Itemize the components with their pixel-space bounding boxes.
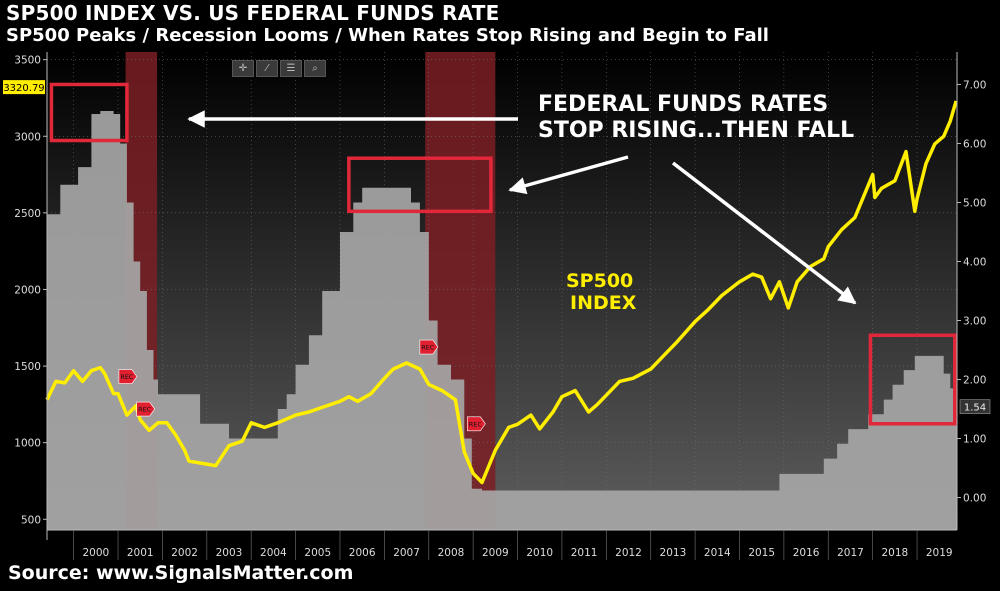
annotation-arrow bbox=[508, 155, 629, 195]
y-right-tick-label: 7.00 bbox=[963, 79, 986, 91]
x-tick-label: 2005 bbox=[304, 547, 331, 559]
x-tick-label: 2015 bbox=[748, 547, 775, 559]
highlight-box bbox=[347, 156, 493, 214]
x-tick-label: 2012 bbox=[615, 547, 642, 559]
crosshair-icon[interactable]: ✛ bbox=[232, 60, 254, 77]
y-right-tick-label: 2.00 bbox=[963, 375, 986, 387]
x-tick-label: 2018 bbox=[881, 547, 908, 559]
y-left-tick-label: 3500 bbox=[14, 55, 41, 67]
x-tick-label: 2008 bbox=[438, 547, 465, 559]
x-tick-label: 2009 bbox=[482, 547, 509, 559]
recession-marker-label: REC bbox=[469, 420, 483, 428]
recession-marker bbox=[419, 339, 439, 355]
x-tick-label: 2006 bbox=[349, 547, 376, 559]
recession-marker-label: REC bbox=[421, 344, 435, 352]
y-left-tick-label: 3000 bbox=[14, 131, 41, 143]
zoom-icon[interactable]: ⌕ bbox=[304, 60, 326, 77]
y-right-tick-label: 3.00 bbox=[963, 316, 986, 328]
sp500-last-value-tag bbox=[3, 80, 45, 95]
fed-last-value-tag bbox=[959, 399, 991, 414]
source-credit: Source: www.SignalsMatter.com bbox=[8, 562, 354, 584]
sp500-last-value: 3320.79 bbox=[3, 83, 44, 94]
x-tick-label: 2001 bbox=[127, 547, 154, 559]
sp500-line bbox=[45, 100, 958, 485]
y-left-tick-label: 2500 bbox=[14, 208, 41, 220]
highlight-box bbox=[49, 82, 129, 143]
x-tick-label: 2019 bbox=[926, 547, 953, 559]
x-tick-label: 2017 bbox=[837, 547, 864, 559]
x-tick-label: 2004 bbox=[260, 547, 287, 559]
x-tick-label: 2002 bbox=[171, 547, 198, 559]
y-left-tick-label: 500 bbox=[21, 514, 41, 526]
x-tick-label: 2010 bbox=[526, 547, 553, 559]
y-right-tick-label: 0.00 bbox=[963, 493, 986, 505]
y-left-tick-label: 1000 bbox=[14, 438, 41, 450]
recession-marker bbox=[118, 369, 138, 384]
y-right-tick-label: 5.00 bbox=[963, 197, 986, 209]
annotation-arrow bbox=[671, 161, 857, 305]
fed-annotation-text: FEDERAL FUNDS RATES bbox=[538, 92, 828, 117]
x-tick-label: 2007 bbox=[393, 547, 420, 559]
sp500-annotation-text: INDEX bbox=[570, 292, 637, 314]
x-tick-label: 2003 bbox=[216, 547, 243, 559]
x-tick-label: 2016 bbox=[793, 547, 820, 559]
chart-title: SP500 INDEX VS. US FEDERAL FUNDS RATE bbox=[6, 1, 500, 25]
draw-line-icon[interactable]: ⁄ bbox=[256, 60, 278, 77]
y-right-tick-label: 1.00 bbox=[963, 434, 986, 446]
y-right-tick-label: 6.00 bbox=[963, 138, 986, 150]
x-tick-label: 2011 bbox=[571, 547, 598, 559]
y-left-tick-label: 2000 bbox=[14, 284, 41, 296]
recession-marker bbox=[136, 401, 156, 417]
chart-subtitle: SP500 Peaks / Recession Looms / When Rat… bbox=[6, 25, 769, 46]
x-tick-label: 2013 bbox=[660, 547, 687, 559]
recession-marker bbox=[467, 416, 486, 432]
highlight-box bbox=[868, 333, 957, 426]
fed-last-value: 1.54 bbox=[964, 403, 986, 414]
recession-marker-label: REC bbox=[138, 406, 152, 414]
x-tick-label: 2000 bbox=[82, 547, 109, 559]
sp500-annotation-text: SP500 bbox=[566, 270, 633, 292]
table-icon[interactable]: ☰ bbox=[280, 60, 302, 77]
fed-annotation-text: STOP RISING...THEN FALL bbox=[538, 118, 854, 143]
recession-marker-label: REC bbox=[120, 373, 134, 381]
y-right-tick-label: 4.00 bbox=[963, 256, 986, 268]
x-tick-label: 2014 bbox=[704, 547, 731, 559]
fed-funds-area bbox=[47, 111, 957, 530]
y-left-tick-label: 1500 bbox=[14, 361, 41, 373]
